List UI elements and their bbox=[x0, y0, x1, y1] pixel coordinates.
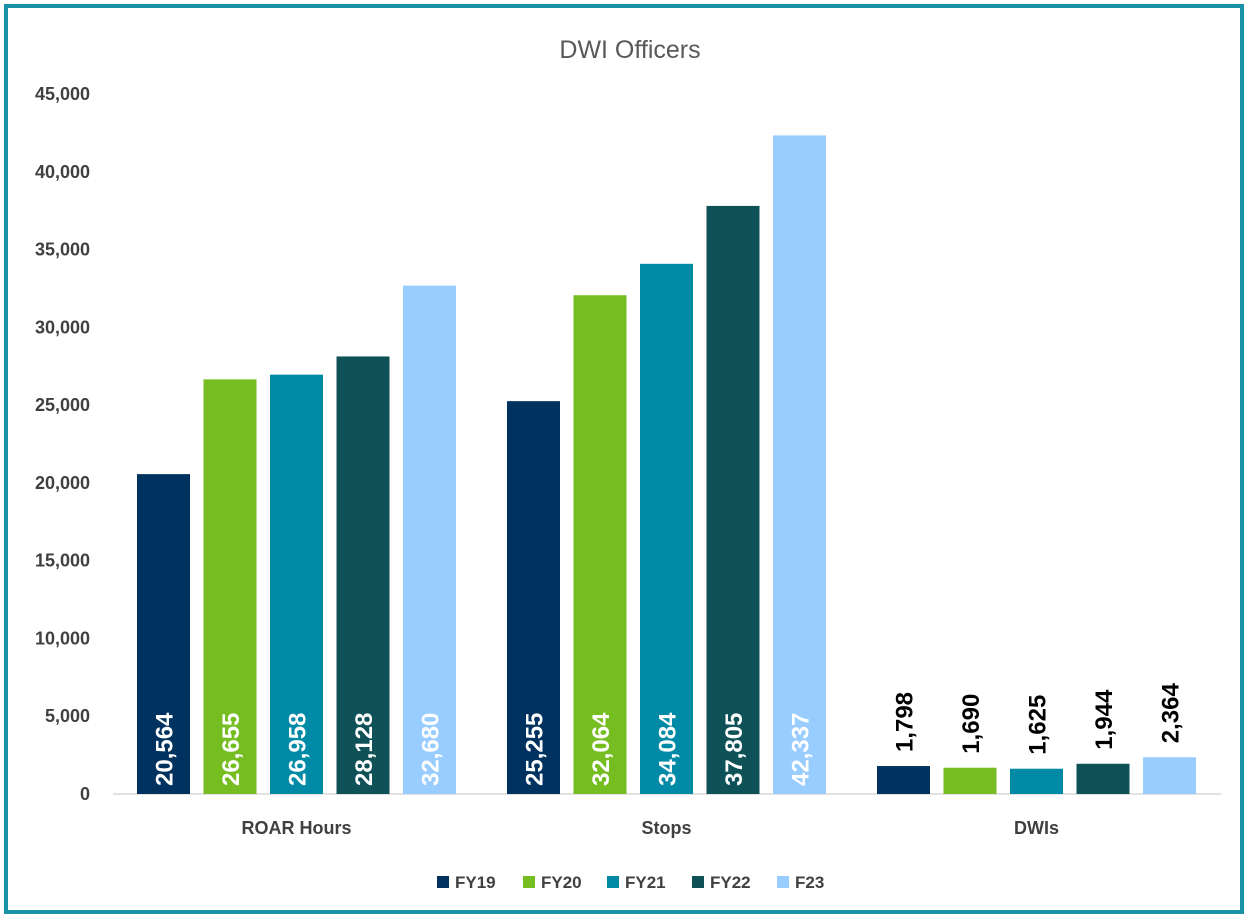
data-label: 37,805 bbox=[721, 713, 748, 786]
legend-swatch bbox=[523, 876, 535, 888]
y-tick-label: 0 bbox=[80, 784, 90, 804]
bar-fy20-roar-hours bbox=[203, 379, 257, 794]
legend-swatch bbox=[437, 876, 449, 888]
bar-f23-dwis bbox=[1143, 757, 1196, 794]
x-axis: ROAR Hours Stops DWIs bbox=[241, 818, 1059, 838]
data-label: 32,064 bbox=[588, 712, 615, 786]
data-label: 2,364 bbox=[1158, 683, 1185, 744]
bar-fy21-stops bbox=[640, 263, 693, 794]
legend-swatch bbox=[692, 876, 704, 888]
data-label: 28,128 bbox=[351, 713, 378, 786]
y-axis: 0 5,000 10,000 15,000 20,000 25,000 30,000 35,0… bbox=[35, 84, 90, 804]
data-label: 42,337 bbox=[788, 713, 815, 786]
bar-f23-stops bbox=[773, 135, 826, 794]
y-tick-label: 20,000 bbox=[35, 473, 90, 493]
data-label: 25,255 bbox=[522, 713, 549, 786]
y-tick-label: 25,000 bbox=[35, 395, 90, 415]
data-label: 32,680 bbox=[418, 713, 445, 786]
x-category-label: DWIs bbox=[1014, 818, 1059, 838]
data-label: 1,690 bbox=[958, 694, 985, 754]
x-category-label: Stops bbox=[641, 818, 691, 838]
y-tick-label: 35,000 bbox=[35, 240, 90, 260]
chart-title: DWI Officers bbox=[559, 36, 700, 64]
data-label: 26,655 bbox=[218, 713, 245, 786]
data-label: 1,944 bbox=[1091, 689, 1118, 750]
legend-label: FY19 bbox=[455, 873, 496, 892]
legend: FY19 FY20 FY21 FY22 F23 bbox=[437, 873, 824, 892]
bar-fy20-dwis bbox=[943, 767, 997, 794]
bar-fy21-dwis bbox=[1010, 768, 1063, 794]
y-tick-label: 45,000 bbox=[35, 84, 90, 104]
bars-group: 20,564 26,655 26,958 28,128 32,680 25,255 32,0… bbox=[137, 135, 1196, 794]
bar-fy19-stops bbox=[507, 401, 560, 794]
bar-fy19-dwis bbox=[877, 766, 930, 794]
y-tick-label: 30,000 bbox=[35, 317, 90, 337]
y-tick-label: 40,000 bbox=[35, 162, 90, 182]
bar-fy22-dwis bbox=[1076, 763, 1130, 794]
data-label: 34,084 bbox=[655, 712, 682, 786]
data-label: 26,958 bbox=[285, 713, 312, 786]
data-label: 1,798 bbox=[892, 692, 919, 752]
legend-label: FY22 bbox=[710, 873, 751, 892]
bar-fy19-roar-hours bbox=[137, 474, 190, 794]
legend-swatch bbox=[607, 876, 619, 888]
data-label: 1,625 bbox=[1025, 695, 1052, 755]
y-tick-label: 10,000 bbox=[35, 628, 90, 648]
bar-f23-roar-hours bbox=[403, 285, 456, 794]
y-tick-label: 15,000 bbox=[35, 551, 90, 571]
bar-fy22-stops bbox=[706, 205, 760, 794]
data-label: 20,564 bbox=[152, 712, 179, 786]
legend-label: FY20 bbox=[541, 873, 582, 892]
bar-fy20-stops bbox=[573, 295, 627, 794]
y-tick-label: 5,000 bbox=[45, 706, 90, 726]
bar-fy22-roar-hours bbox=[336, 356, 390, 794]
x-category-label: ROAR Hours bbox=[241, 818, 351, 838]
legend-swatch bbox=[777, 876, 789, 888]
legend-label: F23 bbox=[795, 873, 824, 892]
bar-fy21-roar-hours bbox=[270, 374, 323, 794]
legend-label: FY21 bbox=[625, 873, 666, 892]
